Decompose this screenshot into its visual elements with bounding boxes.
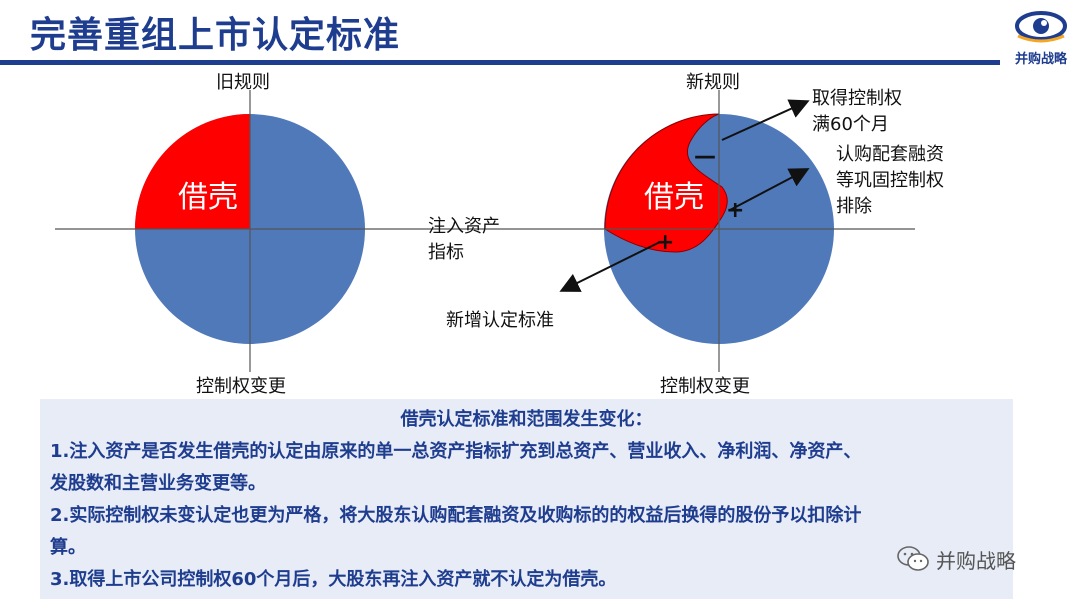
title-underline [0, 60, 1000, 65]
wechat-icon [897, 546, 929, 571]
callout-new-standard: 新增认定标准 [446, 310, 554, 331]
brand-logo: 并购战略 [1006, 6, 1076, 67]
callout-control-60-line1: 取得控制权 [812, 88, 902, 109]
axis-label-line2: 指标 [428, 242, 464, 263]
new-rule-shell-label: 借壳 [644, 180, 704, 215]
callout-financing-line3: 排除 [836, 196, 872, 217]
old-rule-bottom-label: 控制权变更 [196, 376, 286, 397]
callout-arrow-control-60-months [721, 99, 810, 141]
new-rule-label: 新规则 [686, 72, 740, 93]
watermark-text: 并购战略 [936, 549, 1016, 573]
old-rule-shell-region [135, 114, 250, 229]
plus-mark-control: + [726, 198, 745, 223]
summary-box: 借壳认定标准和范围发生变化： 1.注入资产是否发生借壳的认定由原来的单一总资产指… [40, 399, 1013, 599]
minus-mark: — [694, 144, 716, 169]
new-rule-shell-region [604, 113, 728, 253]
callout-arrow-financing-excluded [729, 168, 810, 211]
logo-text: 并购战略 [1014, 52, 1067, 67]
summary-line-2: 发股数和主营业务变更等。 [50, 473, 266, 494]
axis-label-line1: 注入资产 [428, 216, 500, 237]
summary-line-1: 1.注入资产是否发生借壳的认定由原来的单一总资产指标扩充到总资产、营业收入、净利… [50, 441, 862, 462]
old-rule-shell-label: 借壳 [178, 180, 238, 215]
summary-line-4: 算。 [50, 537, 86, 558]
title-bar: 完善重组上市认定标准 [0, 0, 1080, 65]
callout-arrow-new-standard [559, 241, 661, 292]
rule-comparison-diagram: 旧规则 控制权变更 借壳 新规则 控制权变更 借壳 — + + 注入资产 指标 … [0, 62, 1080, 402]
summary-line-5: 3.取得上市公司控制权60个月后，大股东再注入资产就不认定为借壳。 [50, 569, 617, 590]
callout-control-60-line2: 满60个月 [812, 114, 889, 135]
plus-mark-asset: + [656, 230, 675, 255]
page-title: 完善重组上市认定标准 [30, 15, 401, 56]
old-rule-label: 旧规则 [216, 72, 270, 93]
diagram-graphics [55, 90, 915, 372]
summary-line-3: 2.实际控制权未变认定也更为严格，将大股东认购配套融资及收购标的的权益后换得的股… [50, 505, 862, 526]
summary-heading: 借壳认定标准和范围发生变化： [400, 409, 653, 430]
callout-financing-line1: 认购配套融资 [836, 144, 944, 165]
new-rule-bottom-label: 控制权变更 [660, 376, 750, 397]
callout-financing-line2: 等巩固控制权 [836, 170, 944, 191]
eye-logo-icon [1015, 11, 1067, 43]
